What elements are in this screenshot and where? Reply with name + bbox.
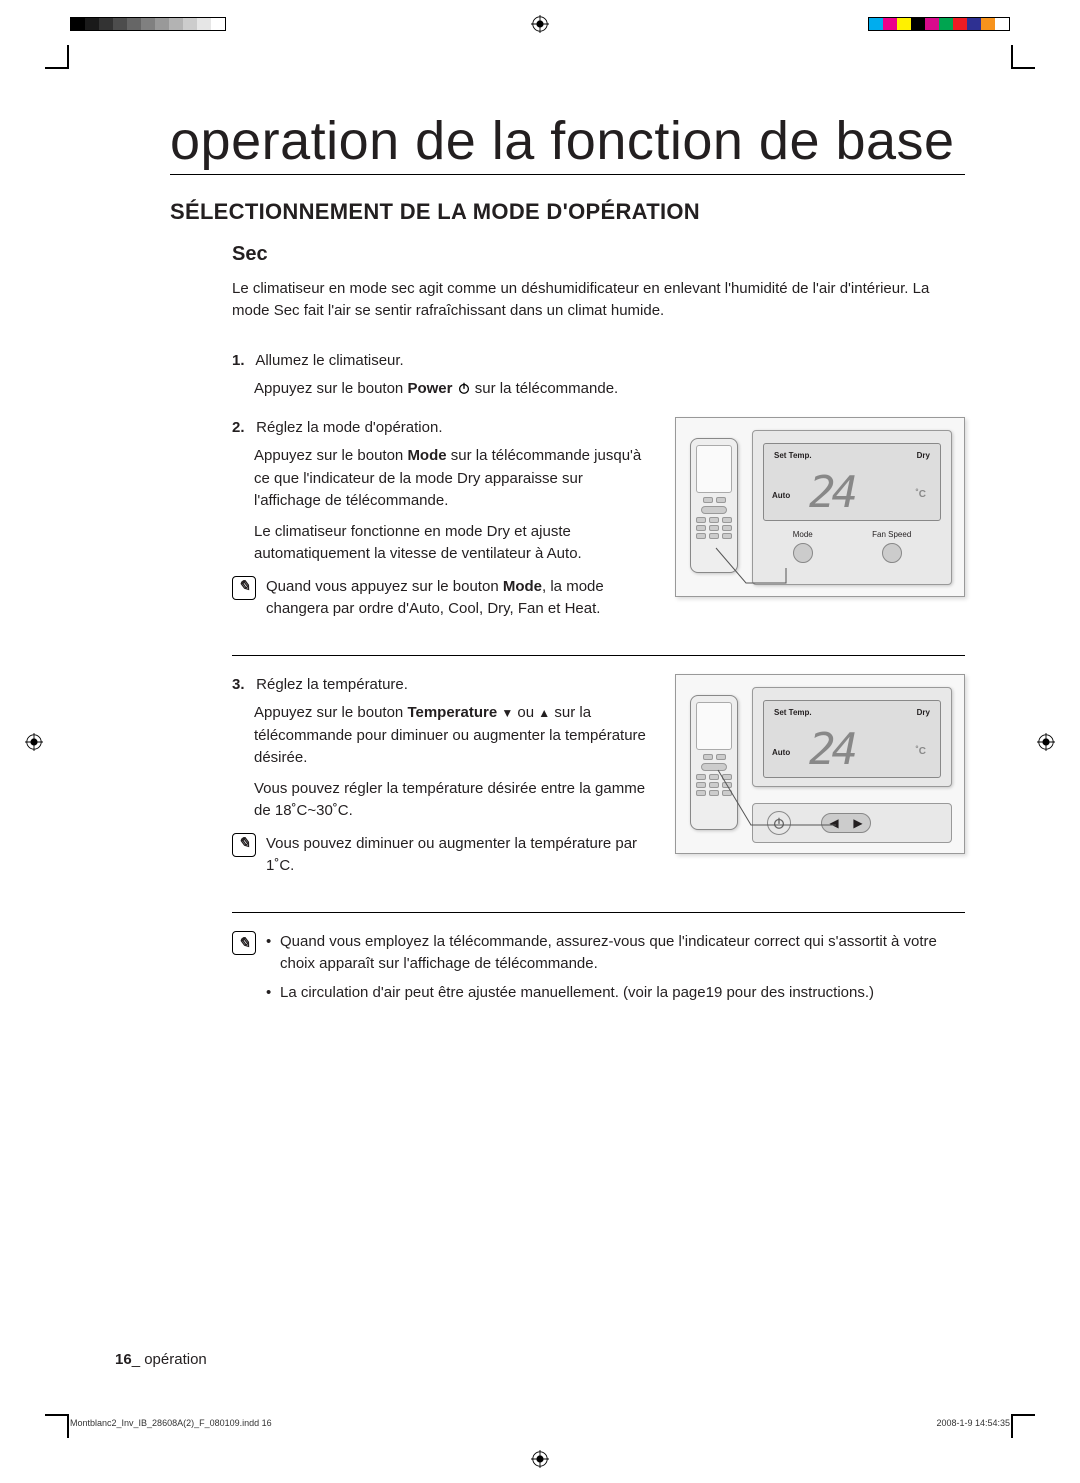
divider bbox=[232, 912, 965, 913]
text: Vous pouvez régler la température désiré… bbox=[254, 778, 651, 823]
step-1: 1. Allumez le climatiseur. Appuyez sur l… bbox=[232, 350, 965, 401]
step-body: Appuyez sur le bouton Power sur la téléc… bbox=[232, 378, 965, 401]
bottom-note: ✎ Quand vous employez la télécommande, a… bbox=[232, 931, 965, 1011]
step-3: 3. Réglez la température. Appuyez sur le… bbox=[232, 674, 965, 890]
figure-temperature: Set Temp. Dry Auto 24 ˚C ◀▶ bbox=[675, 674, 965, 854]
text: Appuyez sur le bouton bbox=[254, 447, 407, 464]
step-title: Réglez la température. bbox=[256, 676, 408, 693]
step-number: 3. bbox=[232, 674, 252, 697]
triangle-up-icon: ▲ bbox=[538, 704, 550, 722]
color-bar bbox=[868, 17, 1010, 31]
step-number: 2. bbox=[232, 417, 252, 440]
registration-top bbox=[0, 15, 1080, 33]
note: ✎ Quand vous appuyez sur le bouton Mode,… bbox=[232, 576, 651, 621]
section-heading: SÉLECTIONNEMENT DE LA MODE D'OPÉRATION bbox=[170, 199, 965, 225]
step-body: Appuyez sur le bouton Mode sur la téléco… bbox=[232, 445, 651, 566]
text: Quand vous appuyez sur le bouton bbox=[266, 578, 503, 595]
grayscale-bar bbox=[70, 17, 226, 31]
crop-mark bbox=[1011, 1414, 1035, 1438]
page-footer: 16_ opération bbox=[115, 1351, 207, 1368]
page-number: 16 bbox=[115, 1351, 132, 1368]
text: Appuyez sur le bouton bbox=[254, 704, 407, 721]
registration-bottom bbox=[0, 1450, 1080, 1468]
crop-mark bbox=[45, 1414, 69, 1438]
bold-text: Mode bbox=[407, 447, 446, 464]
footer-section: opération bbox=[140, 1351, 207, 1368]
page-title: operation de la fonction de base bbox=[170, 110, 965, 175]
figure-mode: Set Temp. Dry Auto 24 ˚C Mode Fan Speed bbox=[675, 417, 965, 597]
registration-mark-top bbox=[531, 15, 549, 33]
triangle-down-icon: ▼ bbox=[501, 704, 513, 722]
note-text: Vous pouvez diminuer ou augmenter la tem… bbox=[266, 833, 651, 878]
power-icon bbox=[457, 380, 471, 394]
page-content: operation de la fonction de base SÉLECTI… bbox=[115, 110, 965, 1010]
note-icon: ✎ bbox=[232, 576, 256, 600]
footer-separator: _ bbox=[132, 1351, 140, 1368]
step-title: Allumez le climatiseur. bbox=[255, 352, 403, 369]
note: ✎ Vous pouvez diminuer ou augmenter la t… bbox=[232, 833, 651, 878]
text: sur la télécommande. bbox=[475, 380, 618, 397]
note-bullet: Quand vous employez la télécommande, ass… bbox=[266, 931, 965, 976]
registration-mark-right bbox=[1037, 733, 1055, 751]
note-icon: ✎ bbox=[232, 833, 256, 857]
intro-paragraph: Le climatiseur en mode sec agit comme un… bbox=[232, 278, 965, 322]
registration-mark-left bbox=[25, 733, 43, 751]
manual-page: operation de la fonction de base SÉLECTI… bbox=[0, 0, 1080, 1483]
registration-mark-bottom bbox=[531, 1450, 549, 1468]
print-metadata: Montblanc2_Inv_IB_28608A(2)_F_080109.ind… bbox=[70, 1418, 1010, 1428]
text: ou bbox=[513, 704, 538, 721]
step-title: Réglez la mode d'opération. bbox=[256, 419, 442, 436]
leader-line bbox=[676, 418, 964, 596]
note-bullet: La circulation d'air peut être ajustée m… bbox=[266, 982, 965, 1005]
bold-text: Mode bbox=[503, 578, 542, 595]
print-timestamp: 2008-1-9 14:54:35 bbox=[936, 1418, 1010, 1428]
text: Appuyez sur le bouton bbox=[254, 380, 407, 397]
bold-text: Temperature bbox=[407, 704, 497, 721]
step-body: Appuyez sur le bouton Temperature ▼ ou ▲… bbox=[232, 702, 651, 823]
step-number: 1. bbox=[232, 350, 252, 373]
note-icon: ✎ bbox=[232, 931, 256, 955]
step-2: 2. Réglez la mode d'opération. Appuyez s… bbox=[232, 417, 965, 633]
print-filename: Montblanc2_Inv_IB_28608A(2)_F_080109.ind… bbox=[70, 1418, 272, 1428]
crop-mark bbox=[1011, 45, 1035, 69]
subsection-heading: Sec bbox=[232, 243, 965, 266]
crop-mark bbox=[45, 45, 69, 69]
bold-text: Power bbox=[407, 380, 452, 397]
text: Le climatiseur fonctionne en mode Dry et… bbox=[254, 521, 651, 566]
leader-line bbox=[676, 675, 964, 853]
divider bbox=[232, 655, 965, 656]
steps-list: 1. Allumez le climatiseur. Appuyez sur l… bbox=[232, 350, 965, 890]
